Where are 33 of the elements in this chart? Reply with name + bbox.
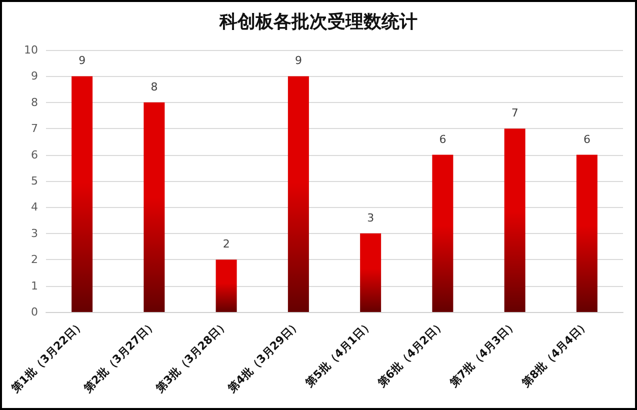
y-tick-label: 7 (31, 122, 38, 136)
x-tick-label: 第5批（4月1日） (302, 317, 376, 390)
bar (216, 260, 237, 312)
bar (360, 233, 382, 312)
bar (504, 128, 526, 312)
y-tick-label: 4 (31, 200, 38, 214)
y-tick-label: 0 (31, 306, 38, 318)
y-tick-label: 2 (31, 253, 38, 266)
chart-title: 科创板各批次受理数统计 (218, 12, 418, 32)
bar (576, 154, 598, 312)
data-label: 9 (78, 54, 86, 68)
y-tick-label: 8 (31, 96, 38, 109)
bar (72, 76, 93, 312)
y-tick-label: 9 (31, 70, 38, 83)
x-tick-label: 第6批（4月2日） (374, 317, 448, 390)
bar (144, 102, 165, 312)
bar (288, 76, 309, 312)
y-tick-label: 3 (31, 226, 38, 240)
data-label: 7 (511, 106, 518, 120)
data-label: 3 (367, 211, 374, 224)
data-label: 6 (583, 132, 590, 146)
data-label: 8 (150, 80, 158, 94)
bar (432, 154, 454, 312)
y-tick-label: 10 (24, 44, 38, 56)
x-tick-label: 第8批（4月4日） (518, 317, 592, 390)
y-tick-label: 6 (31, 148, 38, 162)
x-tick-label: 第4批（3月29日） (224, 317, 304, 396)
y-tick-label: 1 (31, 279, 38, 292)
data-label: 2 (222, 238, 230, 251)
data-label: 6 (439, 132, 446, 146)
y-tick-label: 5 (31, 174, 38, 188)
data-label: 9 (294, 54, 302, 68)
x-tick-label: 第7批（4月3日） (446, 317, 520, 390)
